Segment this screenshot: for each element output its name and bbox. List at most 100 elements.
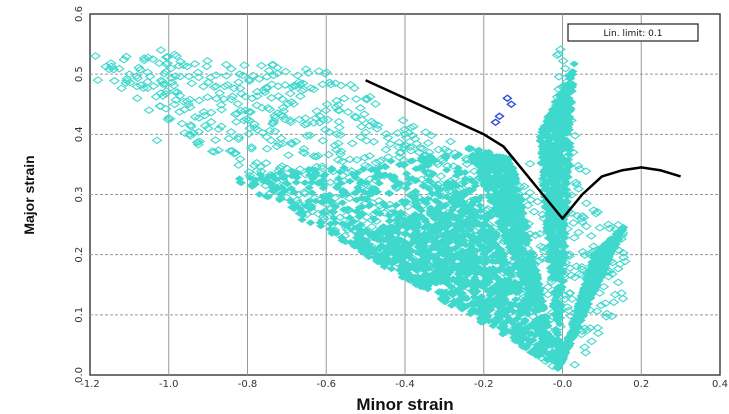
data-point — [335, 168, 345, 176]
data-point — [443, 222, 453, 230]
data-point — [269, 127, 281, 136]
data-point — [554, 45, 566, 54]
data-point — [306, 203, 316, 211]
data-point — [345, 214, 355, 222]
data-point — [343, 221, 353, 229]
data-point — [428, 170, 438, 178]
data-point — [495, 245, 505, 253]
data-point — [552, 336, 563, 344]
data-point — [585, 232, 597, 240]
data-point — [189, 60, 201, 68]
data-point — [386, 157, 396, 165]
data-point — [420, 128, 432, 137]
y-tick-label: 0.3 — [74, 187, 85, 203]
data-point — [358, 165, 368, 173]
data-point — [573, 228, 585, 237]
data-point — [477, 246, 487, 253]
data-point — [420, 168, 430, 176]
x-tick-label: -1.0 — [159, 379, 179, 390]
data-point — [407, 157, 418, 165]
data-point — [317, 116, 329, 124]
y-tick-label: 0.5 — [74, 66, 85, 82]
data-point — [490, 269, 500, 276]
data-point — [165, 64, 177, 73]
data-point — [487, 288, 497, 296]
data-point — [275, 196, 285, 204]
data-point — [554, 134, 564, 141]
data-point — [568, 320, 578, 327]
data-point — [411, 229, 422, 236]
data-point — [467, 218, 478, 226]
data-point — [160, 104, 172, 113]
data-point — [275, 110, 287, 119]
data-point — [452, 198, 462, 206]
data-point — [391, 201, 402, 209]
data-point — [449, 261, 459, 268]
data-point — [317, 213, 329, 221]
data-point — [510, 249, 520, 257]
data-point — [432, 223, 442, 230]
data-point — [402, 220, 413, 228]
data-point — [428, 238, 439, 246]
data-point — [303, 166, 314, 173]
data-point — [364, 152, 376, 160]
data-point — [193, 96, 205, 105]
data-point — [524, 188, 536, 197]
data-point — [212, 146, 224, 155]
data-point — [509, 254, 519, 262]
data-point — [401, 133, 412, 142]
data-point — [439, 152, 449, 160]
data-point — [230, 149, 241, 157]
data-point — [459, 231, 469, 238]
data-point — [276, 168, 286, 176]
data-point — [447, 276, 458, 284]
data-point — [405, 146, 417, 155]
data-point — [435, 192, 446, 200]
data-point — [593, 266, 603, 274]
data-point — [534, 294, 544, 301]
data-point — [481, 215, 491, 223]
data-point — [601, 260, 611, 268]
data-point — [202, 93, 214, 102]
data-point — [201, 62, 213, 71]
data-point — [527, 249, 538, 257]
data-point — [458, 268, 468, 276]
data-point — [457, 247, 468, 255]
data-point — [444, 238, 455, 246]
data-point — [491, 195, 502, 203]
data-point — [583, 286, 594, 294]
data-point — [469, 293, 480, 301]
data-point — [555, 360, 566, 368]
data-point — [460, 241, 471, 249]
data-point — [335, 150, 346, 159]
data-point — [567, 83, 578, 91]
data-point — [453, 164, 463, 172]
data-point — [284, 116, 296, 124]
data-point — [400, 230, 411, 238]
data-point — [416, 207, 426, 214]
data-point — [233, 161, 245, 169]
data-point — [234, 155, 246, 163]
data-point — [238, 61, 250, 70]
data-point — [361, 213, 373, 222]
data-point — [202, 124, 214, 133]
data-point — [248, 161, 260, 170]
data-point — [498, 296, 508, 304]
data-point — [564, 113, 575, 121]
data-point — [543, 125, 554, 133]
data-point — [508, 334, 519, 341]
data-point — [564, 75, 575, 82]
data-point — [564, 160, 574, 168]
data-point — [358, 110, 370, 119]
data-point — [492, 281, 502, 288]
data-point — [308, 118, 320, 127]
data-point — [425, 251, 435, 259]
data-point — [537, 128, 547, 136]
data-point — [318, 184, 329, 192]
data-point — [317, 136, 329, 145]
data-point — [519, 318, 530, 326]
data-point — [424, 185, 434, 193]
data-point — [351, 208, 362, 215]
data-point — [538, 347, 549, 355]
data-point — [532, 284, 543, 292]
